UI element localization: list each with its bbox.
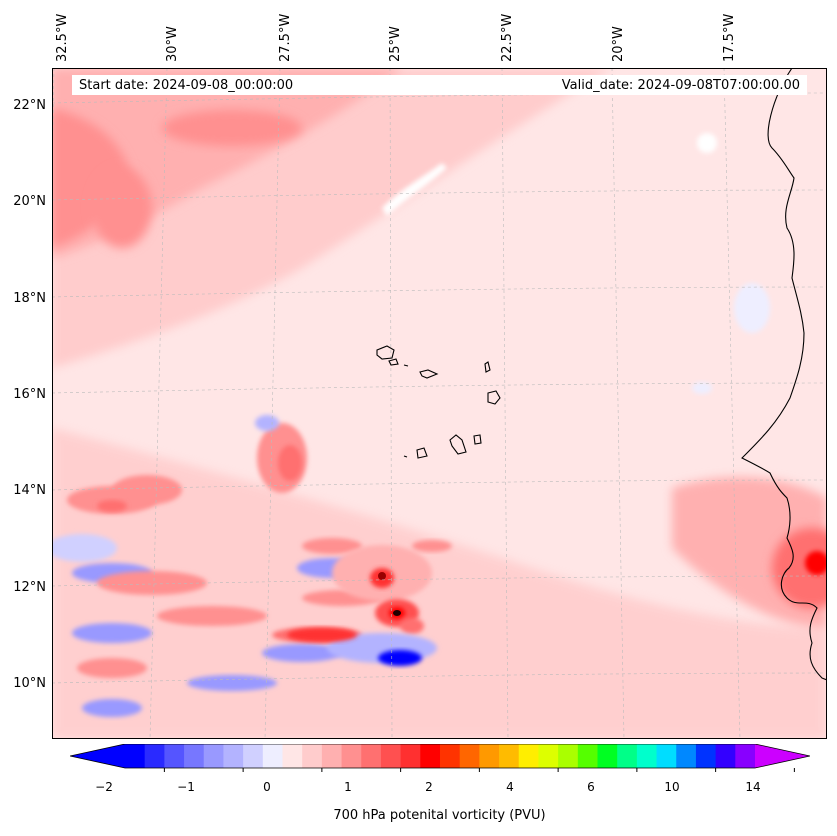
colorbar-segment [636,744,658,768]
colorbar-segment [676,744,697,768]
pv-blob [112,475,182,505]
colorbar-segment [203,744,224,768]
colorbar-segment [518,744,539,768]
colorbar-tick-label: 6 [587,780,595,794]
colorbar-segment [656,744,677,768]
colorbar-segment [262,744,283,768]
lat-label: 10°N [13,676,46,691]
lat-label: 18°N [13,291,46,306]
lon-label: 32.5°W [55,13,70,62]
colorbar-segment [617,744,638,768]
pv-blob [52,534,117,562]
colorbar-segment [282,744,303,768]
colorbar-segment [125,744,146,768]
colorbar-tick-label: −1 [177,780,195,794]
colorbar-tick-label: 2 [425,780,433,794]
map-panel [52,68,827,739]
lat-label: 14°N [13,483,46,498]
lon-label: 17.5°W [722,13,737,62]
lon-label: 30°W [165,26,180,62]
pv-blob [278,445,302,481]
colorbar-tick-label: 10 [664,780,680,794]
colorbar-outline [70,744,810,769]
pv-blob [97,500,127,512]
colorbar [70,744,810,772]
colorbar-segment [223,744,244,768]
colorbar-segment [695,744,717,768]
colorbar-segment [715,744,736,768]
start-date-label: Start date: 2024-09-08_00:00:00 [79,78,294,93]
colorbar-segment [144,744,165,768]
colorbar-segment [459,744,480,768]
colorbar-segment [558,744,579,768]
colorbar-segment [577,744,598,768]
pv-blob [162,110,302,146]
pv-blob [187,675,277,691]
colorbar-segment [479,744,500,768]
pv-blob [697,133,717,153]
valid-date-label: Valid_date: 2024-09-08T07:00:00.00 [561,78,800,93]
pv-blob [255,415,279,431]
colorbar-segment [735,744,756,768]
colorbar-tick-label: 0 [263,780,271,794]
colorbar-tick-label: −2 [95,780,113,794]
colorbar-segment [184,744,205,768]
colorbar-tick-label: 1 [344,780,352,794]
colorbar-tick-label: 4 [506,780,514,794]
pv-blob [97,571,207,595]
colorbar-segment [302,744,323,768]
lat-label: 16°N [13,387,46,402]
colorbar-segment [420,744,441,768]
pv-core [393,610,401,616]
map-frame [52,68,827,739]
pv-blob [772,528,827,608]
colorbar-segment [597,744,618,768]
lat-label: 22°N [13,98,46,113]
lon-label: 20°W [611,26,626,62]
pv-blob [692,382,712,394]
pv-blob [734,283,770,333]
pv-core [805,551,827,575]
lon-label: 25°W [388,26,403,62]
colorbar-segment [440,744,461,768]
colorbar-over-extend [755,744,810,768]
pv-band-south [52,428,827,739]
colorbar-segment [361,744,382,768]
pv-blob [82,699,142,717]
lon-label: 27.5°W [278,13,293,62]
colorbar-segment [341,744,362,768]
map-header-box [72,75,807,95]
colorbar-tick-label: 14 [745,780,761,794]
colorbar-segment [499,744,520,768]
pv-blob [77,658,147,678]
colorbar-under-extend [70,744,125,768]
pv-band-north-core [52,108,132,248]
pv-blob [262,644,342,662]
pv-blob [72,623,152,643]
africa-coastline [741,68,827,681]
pv-blob [412,540,452,552]
colorbar-segment [538,744,559,768]
pv-blob [157,606,267,626]
graticule [52,68,827,739]
pv-blob [400,618,424,634]
colorbar-segment [400,744,421,768]
colorbar-segment [243,744,264,768]
cape-verde-islands [376,345,501,459]
lat-label: 20°N [13,194,46,209]
pv-core [378,650,422,666]
lat-label: 12°N [13,580,46,595]
pv-blob [92,168,152,248]
colorbar-segment [321,744,343,768]
pv-streak-white [382,163,447,216]
colorbar-segment [380,744,402,768]
pv-blob [287,628,357,642]
pv-blob [302,538,362,554]
lon-label: 22.5°W [500,13,515,62]
colorbar-title: 700 hPa potenital vorticity (PVU) [333,808,546,823]
colorbar-segment [164,744,185,768]
pv-core [378,572,386,580]
